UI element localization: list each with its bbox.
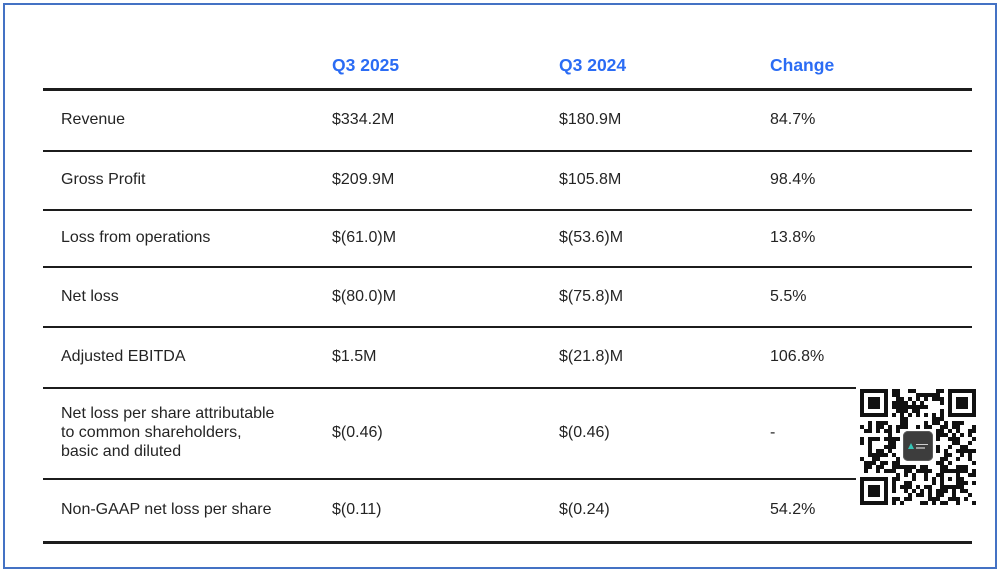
header-q3-2025: Q3 2025 <box>332 55 400 76</box>
value-q3-2025: $209.9M <box>332 171 395 189</box>
value-q3-2025: $(80.0)M <box>332 287 397 305</box>
value-change: 84.7% <box>770 111 816 129</box>
value-q3-2025: $(0.46) <box>332 424 383 442</box>
header-q3-2024: Q3 2024 <box>559 55 627 76</box>
table-row: Adjusted EBITDA $1.5M $(21.8)M 106.8% <box>43 328 972 389</box>
table-row: Non-GAAP net loss per share $(0.11) $(0.… <box>43 480 972 544</box>
table-row: Net loss per share attributable to commo… <box>43 389 972 480</box>
row-label: Gross Profit <box>61 171 146 189</box>
value-change: 5.5% <box>770 287 807 305</box>
row-label: Net loss per share attributable to commo… <box>61 405 275 460</box>
value-q3-2024: $105.8M <box>559 171 622 189</box>
value-q3-2025: $1.5M <box>332 348 377 366</box>
financial-table: Q3 2025 Q3 2024 Change Revenue $334.2M $… <box>43 40 972 544</box>
row-label: Non-GAAP net loss per share <box>61 501 272 519</box>
row-label: Revenue <box>61 111 126 129</box>
qr-code <box>856 386 980 508</box>
qr-code-icon <box>860 389 976 505</box>
row-label: Net loss <box>61 287 119 305</box>
value-q3-2024: $(75.8)M <box>559 287 624 305</box>
header-change: Change <box>770 55 835 76</box>
value-change: - <box>770 424 776 442</box>
value-q3-2024: $180.9M <box>559 111 622 129</box>
header-metric <box>43 76 332 88</box>
table-row: Revenue $334.2M $180.9M 84.7% <box>43 91 972 152</box>
value-change: 98.4% <box>770 171 816 189</box>
value-change: 13.8% <box>770 229 816 247</box>
table-row: Loss from operations $(61.0)M $(53.6)M 1… <box>43 211 972 268</box>
value-q3-2024: $(0.24) <box>559 501 610 519</box>
value-q3-2024: $(0.46) <box>559 424 610 442</box>
row-label: Adjusted EBITDA <box>61 348 186 366</box>
row-label: Loss from operations <box>61 229 211 247</box>
logo-text-lines <box>916 443 928 449</box>
value-q3-2025: $334.2M <box>332 111 395 129</box>
table-header-row: Q3 2025 Q3 2024 Change <box>43 40 972 91</box>
table-row: Net loss $(80.0)M $(75.8)M 5.5% <box>43 268 972 328</box>
value-change: 54.2% <box>770 501 816 519</box>
value-q3-2025: $(0.11) <box>332 501 382 519</box>
logo-triangle-icon <box>908 443 914 449</box>
value-change: 106.8% <box>770 348 825 366</box>
value-q3-2025: $(61.0)M <box>332 229 397 247</box>
value-q3-2024: $(53.6)M <box>559 229 624 247</box>
value-q3-2024: $(21.8)M <box>559 348 624 366</box>
qr-center-logo <box>903 431 933 461</box>
table-row: Gross Profit $209.9M $105.8M 98.4% <box>43 152 972 211</box>
